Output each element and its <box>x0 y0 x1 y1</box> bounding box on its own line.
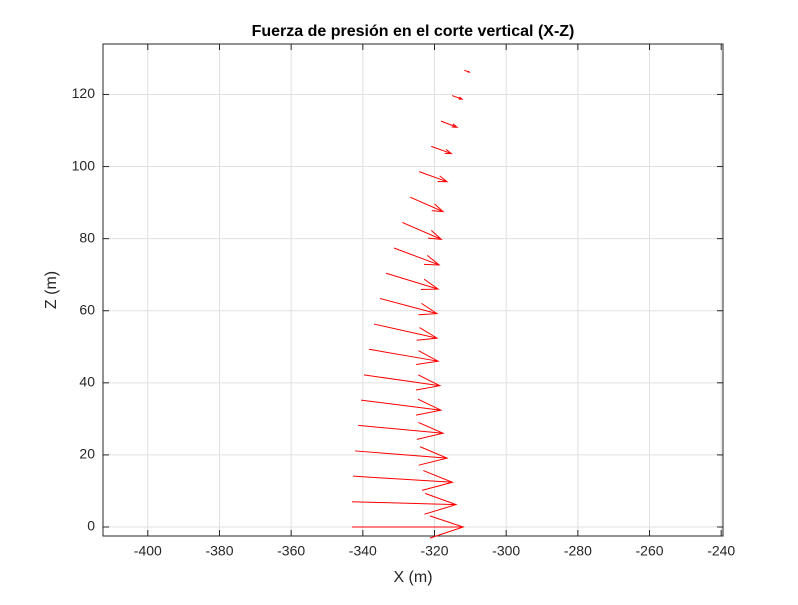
arrow <box>464 69 471 73</box>
y-tick-label: 120 <box>72 85 96 101</box>
y-tick-label: 100 <box>72 157 96 173</box>
arrow <box>451 95 464 100</box>
x-tick-label: -260 <box>636 543 664 559</box>
arrow <box>354 446 449 466</box>
plot-area <box>103 44 723 536</box>
x-tick-label: -320 <box>420 543 448 559</box>
y-tick-label: 80 <box>79 229 95 245</box>
x-tick-label: -360 <box>277 543 305 559</box>
arrow <box>352 515 465 539</box>
arrow <box>431 145 453 155</box>
arrow <box>385 272 440 291</box>
arrow <box>363 374 442 391</box>
x-tick-label: -300 <box>492 543 520 559</box>
x-tick-label: -400 <box>134 543 162 559</box>
x-axis-label: X (m) <box>393 569 432 586</box>
y-tick-label: 0 <box>87 518 95 534</box>
arrow <box>440 120 459 128</box>
x-tick-label: -240 <box>707 543 735 559</box>
arrow <box>379 297 439 316</box>
arrow <box>358 421 445 440</box>
y-axis-label: Z (m) <box>43 271 60 309</box>
arrow <box>368 348 440 366</box>
x-tick-label: -280 <box>564 543 592 559</box>
arrow <box>393 247 441 266</box>
arrow <box>373 323 439 341</box>
arrow <box>409 196 445 213</box>
y-tick-label: 40 <box>79 374 95 390</box>
arrow <box>353 470 455 491</box>
arrow <box>352 492 458 515</box>
arrow <box>360 398 443 416</box>
chart-title: Fuerza de presión en el corte vertical (… <box>252 23 575 40</box>
x-tick-label: -340 <box>349 543 377 559</box>
arrow <box>402 221 443 240</box>
y-tick-label: 20 <box>79 446 95 462</box>
axes-box <box>102 43 724 537</box>
arrow <box>418 171 449 183</box>
x-tick-label: -380 <box>205 543 233 559</box>
y-tick-label: 60 <box>79 301 95 317</box>
